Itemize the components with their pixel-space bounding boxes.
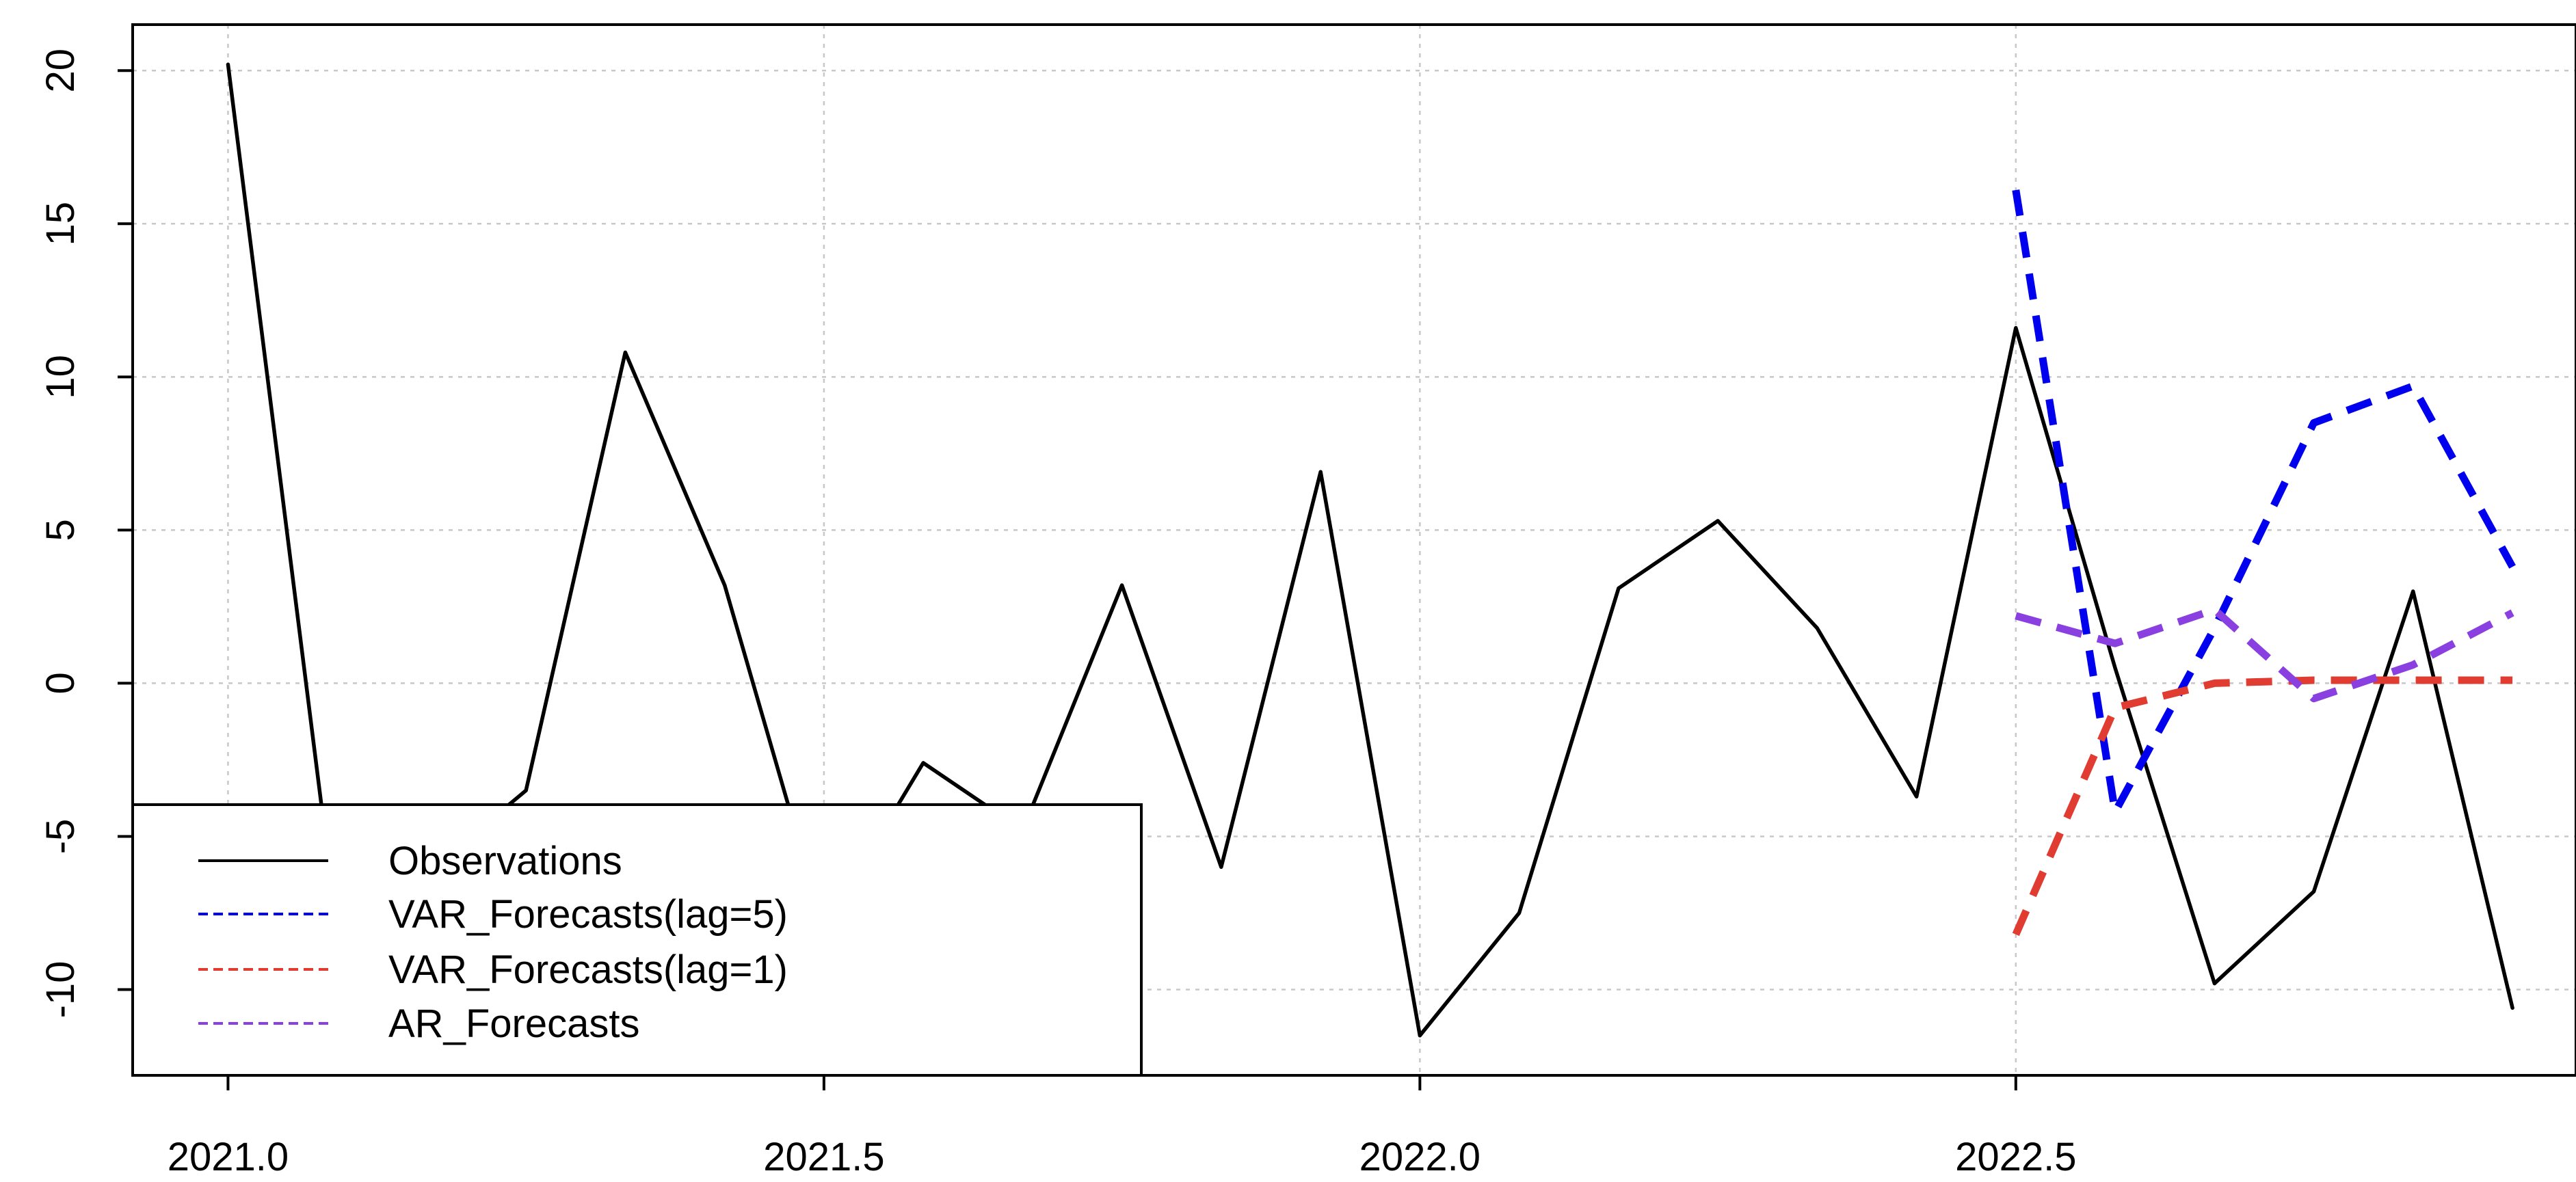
y-tick-label: 5 xyxy=(38,519,83,541)
axes-layer: 2021.0 2021.5 2022.0 2022.5 -10 -5 0 5 10 15 20 xyxy=(38,49,2077,1179)
series-line-4 xyxy=(2015,606,2514,703)
series-line-3 xyxy=(2012,676,2513,937)
legend-label-3: VAR_Forecasts(lag=1) xyxy=(388,948,788,992)
series-line-1 xyxy=(226,62,2514,1038)
legend-label-1: Observations xyxy=(388,839,622,883)
x-tick-label: 2022.5 xyxy=(1955,1135,2076,1179)
y-tick-label: 10 xyxy=(38,355,83,399)
y-tick-label: 15 xyxy=(38,202,83,246)
y-tick-label: -5 xyxy=(38,819,83,855)
x-tick-label: 2021.0 xyxy=(168,1135,289,1179)
legend-label-4: AR_Forecasts xyxy=(388,1002,639,1046)
legend-box xyxy=(131,803,1143,1077)
y-tick-label: 20 xyxy=(38,49,83,93)
x-tick-label: 2021.5 xyxy=(763,1135,884,1179)
legend-label-2: VAR_Forecasts(lag=5) xyxy=(388,892,788,937)
x-tick-label: 2022.0 xyxy=(1359,1135,1480,1179)
y-tick-label: 0 xyxy=(38,672,83,694)
legend: Observations VAR_Forecasts(lag=5) VAR_Fore… xyxy=(131,803,1143,1077)
y-tick-label: -10 xyxy=(38,961,83,1019)
series-line-2 xyxy=(2012,189,2516,816)
plot-frame xyxy=(131,23,2576,1077)
series-layer xyxy=(226,62,2516,1038)
